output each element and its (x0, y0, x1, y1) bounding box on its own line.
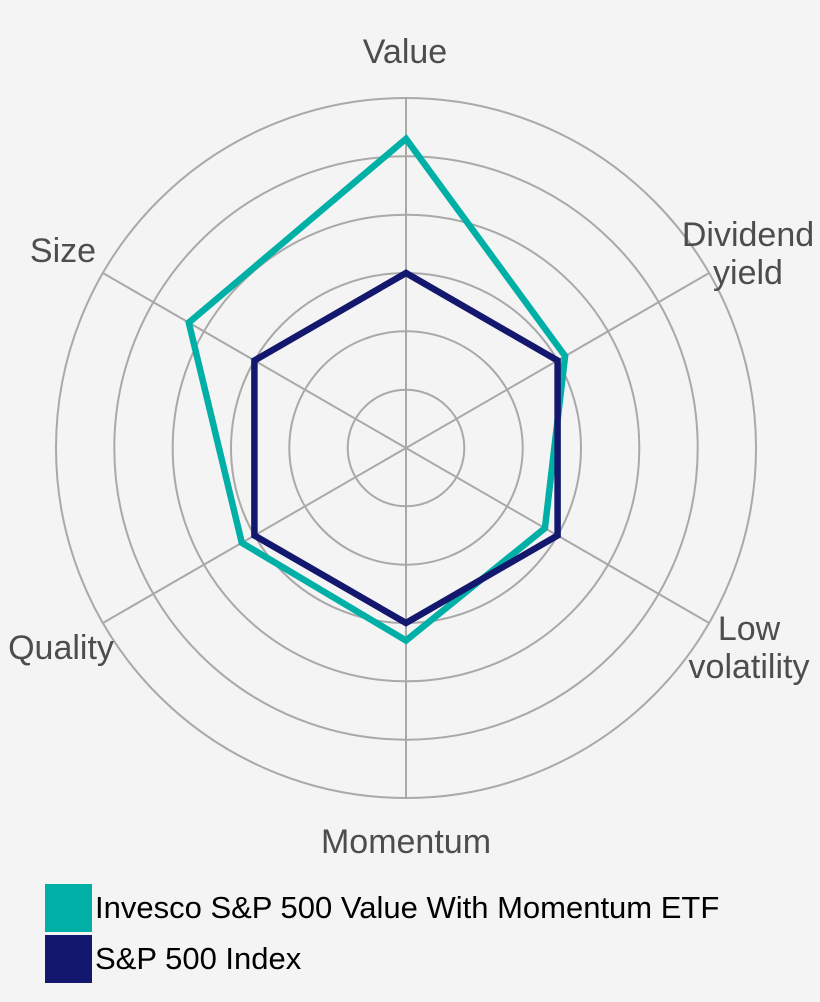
axis-label-dividend-yield: Dividend yield (682, 216, 814, 292)
legend-swatch-index (45, 935, 92, 983)
legend-item-index: S&P 500 Index (45, 935, 719, 983)
axis-label-low-volatility-line2: volatility (688, 648, 810, 686)
axis-label-dividend-yield-line1: Dividend (681, 216, 815, 254)
legend-item-etf: Invesco S&P 500 Value With Momentum ETF (45, 884, 719, 932)
legend: Invesco S&P 500 Value With Momentum ETF … (45, 884, 719, 986)
axis-label-quality: Quality (8, 629, 114, 667)
axis-label-low-volatility-line1: Low (717, 610, 781, 648)
axis-label-dividend-yield-line2: yield (713, 254, 783, 292)
radar-chart (55, 97, 757, 799)
axis-label-value: Value (362, 33, 448, 71)
axis-label-momentum: Momentum (320, 823, 492, 861)
legend-label-etf: Invesco S&P 500 Value With Momentum ETF (95, 890, 720, 925)
legend-swatch-etf (45, 884, 92, 932)
axis-label-size: Size (29, 232, 97, 270)
axis-label-low-volatility: Low volatility (689, 610, 810, 686)
legend-label-index: S&P 500 Index (95, 941, 302, 976)
